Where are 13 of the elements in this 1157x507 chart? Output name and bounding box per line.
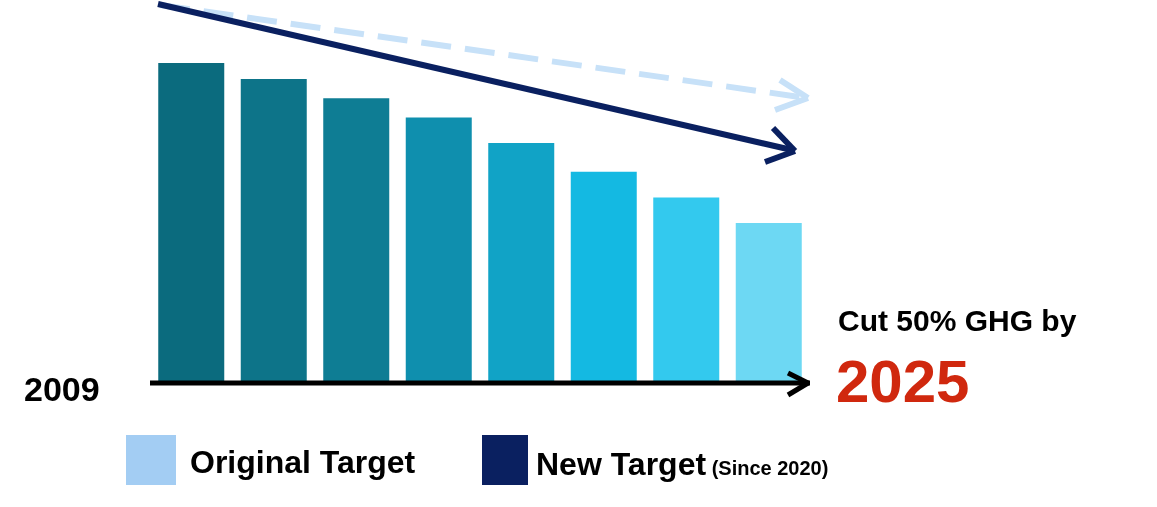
text: Cut 50% GHG by (838, 304, 1077, 337)
bar (158, 63, 225, 383)
bar (488, 143, 555, 383)
bar (735, 223, 802, 383)
bar (323, 98, 390, 383)
bar (240, 79, 307, 383)
bar (570, 171, 637, 383)
text: 2025 (836, 348, 970, 415)
text: Original Target (190, 444, 416, 480)
text: 2009 (24, 370, 100, 408)
text: New Target (Since 2020) (536, 446, 829, 482)
bar (653, 197, 720, 383)
bar (405, 117, 472, 383)
